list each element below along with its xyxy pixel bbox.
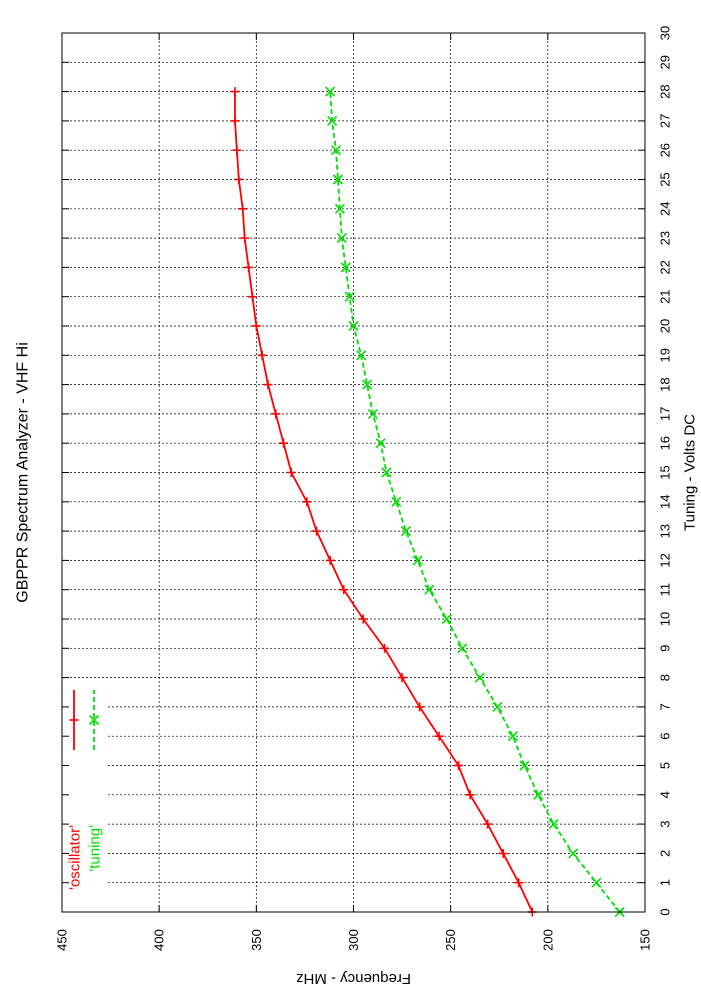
chart-title: GBPPR Spectrum Analyzer - VHF Hi	[15, 342, 32, 603]
data-point	[367, 408, 378, 419]
x-tick-label: 24	[658, 202, 673, 216]
x-tick-label: 7	[658, 703, 673, 710]
x-tick-label: 0	[658, 908, 673, 915]
plot-frame	[61, 32, 646, 913]
x-tick-label: 2	[658, 850, 673, 857]
x-tick-label: 12	[658, 553, 673, 567]
x-tick-label: 30	[658, 26, 673, 40]
y-tick-label: 150	[638, 929, 653, 951]
x-tick-label: 20	[658, 319, 673, 333]
x-tick-label: 9	[658, 645, 673, 652]
data-point	[568, 848, 579, 859]
data-point	[441, 613, 452, 625]
x-tick-label: 3	[658, 820, 673, 827]
x-tick-label: 28	[658, 84, 673, 98]
data-point	[330, 145, 342, 156]
data-point	[519, 760, 530, 771]
x-tick-label: 11	[658, 583, 673, 597]
x-tick-label: 1	[658, 879, 673, 886]
x-tick-label: 5	[658, 762, 673, 769]
data-point	[340, 262, 351, 273]
data-point	[356, 350, 367, 361]
y-tick-label: 450	[55, 929, 70, 951]
legend-label: 'tuning'	[86, 825, 103, 872]
data-point	[325, 86, 336, 97]
x-tick-label: 8	[658, 674, 673, 681]
data-point	[336, 233, 347, 244]
data-point	[474, 672, 485, 683]
x-tick-label: 4	[658, 791, 673, 798]
y-tick-label: 250	[443, 929, 458, 951]
x-tick-label: 19	[658, 348, 673, 362]
data-point	[327, 115, 338, 126]
data-point	[334, 203, 345, 214]
x-axis-label: Tuning - Volts DC	[681, 414, 698, 531]
data-point	[424, 584, 435, 595]
x-tick-label: 17	[658, 407, 673, 421]
data-point	[362, 379, 373, 390]
y-tick-label: 200	[540, 929, 555, 951]
data-point	[348, 320, 359, 332]
legend-label: 'oscillator'	[66, 825, 83, 890]
data-point	[381, 467, 392, 478]
y-tick-label: 400	[152, 929, 167, 951]
data-point	[507, 731, 518, 742]
data-point	[457, 643, 468, 654]
x-tick-label: 26	[658, 143, 673, 157]
x-tick-label: 23	[658, 231, 673, 245]
y-axis-label: Frequency - MHz	[296, 970, 411, 987]
data-point	[344, 291, 355, 302]
x-tick-label: 16	[658, 436, 673, 450]
y-tick-label: 350	[249, 929, 264, 951]
data-point	[375, 438, 386, 449]
data-point	[591, 877, 602, 888]
legend-marker	[88, 714, 100, 726]
x-tick-label: 22	[658, 260, 673, 274]
y-tick-label: 300	[346, 929, 361, 951]
x-tick-label: 18	[658, 377, 673, 391]
x-tick-label: 13	[658, 524, 673, 538]
data-point	[492, 701, 503, 712]
ticks: 0123456789101112131415161718192021222324…	[55, 26, 673, 951]
data-point	[391, 496, 402, 507]
grid	[62, 33, 645, 912]
x-tick-label: 14	[658, 495, 673, 509]
legend: 'oscillator''tuning'	[66, 690, 103, 890]
data-point	[412, 555, 423, 566]
x-tick-label: 10	[658, 612, 673, 626]
data-point	[332, 174, 344, 185]
series-group	[230, 86, 625, 918]
data-point	[548, 819, 559, 830]
series-line-tuning	[329, 91, 621, 913]
data-point	[533, 789, 544, 800]
x-tick-label: 29	[658, 55, 673, 69]
data-point	[400, 526, 412, 537]
x-tick-label: 27	[658, 114, 673, 128]
x-tick-label: 6	[658, 733, 673, 740]
x-tick-label: 21	[658, 289, 673, 303]
x-tick-label: 15	[658, 465, 673, 479]
x-tick-label: 25	[658, 172, 673, 186]
